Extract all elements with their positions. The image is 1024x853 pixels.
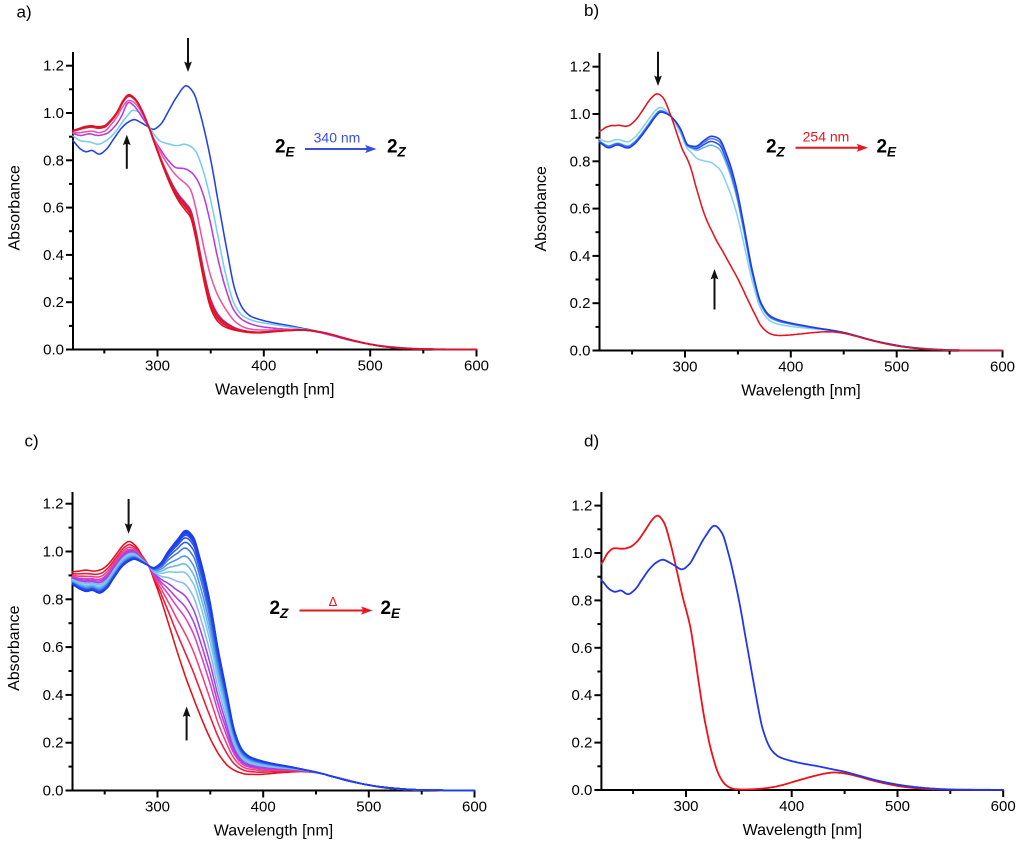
svg-text:0.2: 0.2	[570, 295, 591, 312]
svg-text:0.4: 0.4	[572, 687, 593, 704]
svg-text:400: 400	[778, 359, 803, 376]
svg-text:b): b)	[584, 1, 599, 20]
svg-text:Z: Z	[776, 145, 786, 160]
svg-text:500: 500	[358, 358, 383, 375]
svg-text:1.0: 1.0	[43, 105, 64, 122]
svg-text:2: 2	[381, 598, 392, 619]
svg-text:Δ: Δ	[329, 594, 338, 609]
svg-text:500: 500	[356, 799, 381, 816]
svg-text:0.2: 0.2	[43, 294, 64, 311]
svg-text:0.4: 0.4	[43, 687, 64, 704]
svg-text:0.8: 0.8	[572, 592, 593, 609]
svg-text:1.0: 1.0	[43, 544, 64, 561]
svg-text:500: 500	[884, 359, 909, 376]
svg-text:2: 2	[387, 137, 398, 158]
svg-text:0.8: 0.8	[43, 591, 64, 608]
svg-text:300: 300	[673, 798, 698, 815]
svg-text:Absorbance: Absorbance	[7, 165, 24, 250]
svg-text:Z: Z	[397, 145, 407, 160]
svg-text:0.4: 0.4	[570, 248, 591, 265]
svg-text:a): a)	[17, 3, 32, 22]
svg-text:0.4: 0.4	[43, 247, 64, 264]
svg-text:0.6: 0.6	[43, 200, 64, 217]
svg-text:600: 600	[991, 798, 1016, 815]
svg-text:E: E	[887, 145, 897, 160]
svg-text:0.0: 0.0	[43, 783, 64, 800]
svg-text:600: 600	[462, 799, 487, 816]
svg-text:400: 400	[779, 798, 804, 815]
svg-text:Z: Z	[279, 606, 289, 621]
svg-text:0.0: 0.0	[570, 343, 591, 360]
svg-text:0.8: 0.8	[43, 152, 64, 169]
svg-text:1.0: 1.0	[572, 545, 593, 562]
svg-text:0.2: 0.2	[43, 735, 64, 752]
svg-text:300: 300	[145, 799, 170, 816]
svg-text:1.0: 1.0	[570, 106, 591, 123]
svg-text:Wavelength [nm]: Wavelength [nm]	[743, 822, 862, 839]
svg-text:400: 400	[251, 358, 276, 375]
svg-text:2: 2	[877, 137, 888, 158]
svg-text:300: 300	[672, 359, 697, 376]
svg-text:0.6: 0.6	[572, 640, 593, 657]
svg-text:0.6: 0.6	[43, 639, 64, 656]
svg-text:2: 2	[275, 137, 286, 158]
svg-text:2: 2	[270, 598, 281, 619]
svg-text:1.2: 1.2	[43, 58, 64, 75]
svg-text:340 nm: 340 nm	[314, 130, 361, 146]
svg-text:d): d)	[584, 432, 599, 451]
svg-text:0.0: 0.0	[572, 782, 593, 799]
svg-text:500: 500	[885, 798, 910, 815]
svg-text:Absorbance: Absorbance	[6, 605, 23, 690]
svg-text:0.6: 0.6	[570, 201, 591, 218]
svg-text:1.2: 1.2	[43, 496, 64, 513]
svg-text:0.2: 0.2	[572, 735, 593, 752]
svg-text:1.2: 1.2	[570, 59, 591, 76]
svg-text:1.2: 1.2	[572, 498, 593, 515]
svg-text:c): c)	[25, 432, 39, 451]
svg-text:600: 600	[464, 358, 489, 375]
svg-text:254 nm: 254 nm	[803, 129, 850, 145]
svg-text:0.0: 0.0	[43, 342, 64, 359]
svg-text:E: E	[286, 145, 296, 160]
svg-text:Absorbance: Absorbance	[533, 166, 550, 251]
svg-text:2: 2	[766, 137, 777, 158]
svg-text:Wavelength [nm]: Wavelength [nm]	[741, 383, 860, 400]
svg-text:300: 300	[145, 358, 170, 375]
svg-text:400: 400	[251, 799, 276, 816]
svg-text:Wavelength [nm]: Wavelength [nm]	[214, 823, 333, 840]
svg-text:Wavelength [nm]: Wavelength [nm]	[215, 382, 334, 399]
svg-text:600: 600	[990, 359, 1015, 376]
svg-text:0.8: 0.8	[570, 153, 591, 170]
svg-text:E: E	[391, 606, 401, 621]
